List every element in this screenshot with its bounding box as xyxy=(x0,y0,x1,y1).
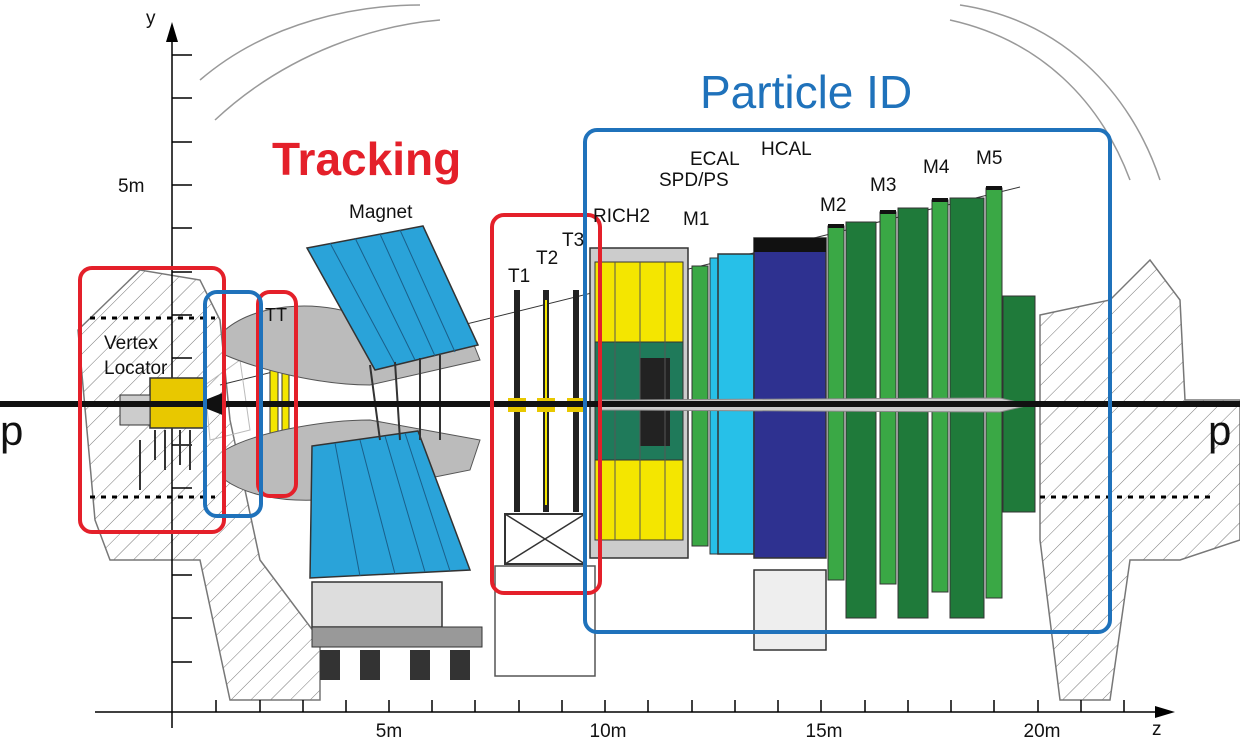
z-axis: 5m 10m 15m 20m z xyxy=(95,700,1175,741)
beam-label-left: p xyxy=(0,407,23,454)
t1-label: T1 xyxy=(508,266,530,287)
particle-id-heading: Particle ID xyxy=(700,66,912,118)
acceptance-dotted-lines xyxy=(90,316,1215,499)
hcal-label: HCAL xyxy=(761,139,812,160)
m1-label: M1 xyxy=(683,209,709,230)
rich2-label: RICH2 xyxy=(593,206,650,227)
tracking-box-tt xyxy=(256,290,298,498)
magnet-label: Magnet xyxy=(349,202,413,223)
m5-label: M5 xyxy=(976,148,1002,169)
z-axis-label: z xyxy=(1152,719,1162,740)
m3-label: M3 xyxy=(870,175,896,196)
m2-label: M2 xyxy=(820,195,846,216)
particle-id-box-rich1 xyxy=(203,290,263,518)
z-tick-5m: 5m xyxy=(376,721,402,741)
magnet xyxy=(224,225,483,680)
y-axis: y 5m xyxy=(118,8,192,728)
z-tick-15m: 15m xyxy=(806,721,843,741)
z-tick-10m: 10m xyxy=(590,721,627,741)
cavern-outline xyxy=(199,4,1161,181)
tracking-box-t-stations xyxy=(490,213,602,595)
vertex-locator-label-line2: Locator xyxy=(104,358,168,379)
t2-label: T2 xyxy=(536,248,558,269)
vertex-locator-label-line1: Vertex xyxy=(104,333,158,354)
beam-label-right: p xyxy=(1208,407,1231,454)
tt-label: TT xyxy=(265,305,287,325)
spd-ps-label: SPD/PS xyxy=(659,170,729,191)
tracking-highlight-boxes xyxy=(78,213,602,595)
y-tick-5m: 5m xyxy=(118,176,144,197)
tracking-heading: Tracking xyxy=(272,133,461,185)
hcal xyxy=(753,237,827,651)
m4-label: M4 xyxy=(923,157,950,178)
particle-id-box-main xyxy=(583,128,1112,634)
ecal-label: ECAL xyxy=(690,149,740,170)
t3-label: T3 xyxy=(562,230,584,251)
particle-id-highlight-boxes xyxy=(203,128,1112,634)
tracking-box-velo xyxy=(78,266,226,534)
beam-arrow xyxy=(195,392,225,416)
y-axis-label: y xyxy=(146,8,156,29)
shielding-right xyxy=(1039,258,1240,701)
tracking-stations-t1-t3 xyxy=(494,290,596,677)
z-tick-20m: 20m xyxy=(1024,721,1061,741)
